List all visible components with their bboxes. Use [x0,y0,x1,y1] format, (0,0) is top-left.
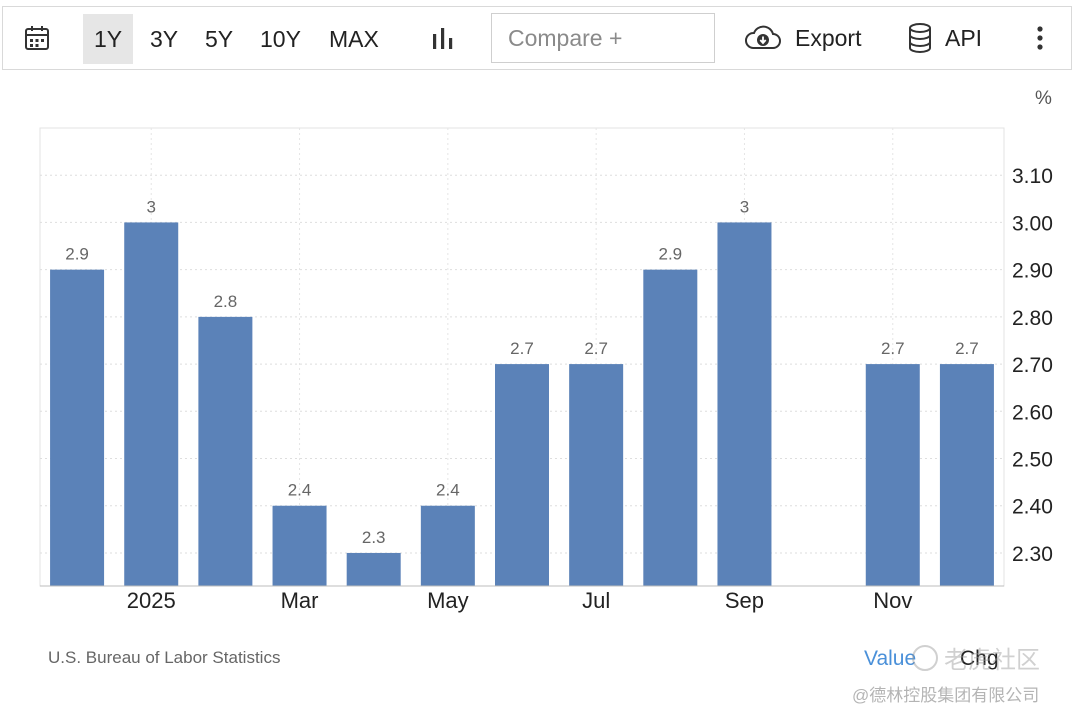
bar [865,364,920,586]
bar [939,364,994,586]
watermark-logo-icon [912,644,938,671]
watermark: 老虎社区 [912,640,1040,675]
bar-value-label: 2.7 [584,339,608,358]
bar-value-label: 2.7 [955,339,979,358]
bar-value-label: 2.8 [214,292,238,311]
bar [717,222,772,586]
watermark-text: 老虎社区 [944,647,1040,674]
bar [50,269,105,586]
x-tick-label: May [427,588,469,613]
api-label: API [945,24,983,51]
y-tick-label: 2.60 [1012,401,1053,424]
y-tick-label: 2.40 [1012,496,1053,519]
compare-input[interactable]: Compare + [491,13,715,63]
chart-toolbar: 1Y 3Y 5Y 10Y MAX Compare + Export API [2,6,1072,70]
y-tick-label: 3.10 [1012,165,1053,188]
legend-chg[interactable]: Chg [960,647,999,670]
x-tick-label: Nov [873,588,912,613]
y-tick-label: 2.80 [1012,307,1053,330]
calendar-icon[interactable] [21,7,53,69]
bar [272,505,327,586]
range-5y-button[interactable]: 5Y [205,25,234,52]
y-tick-label: 2.50 [1012,449,1053,472]
unit-label: % [1035,88,1052,109]
bar-chart-icon[interactable] [428,7,458,69]
database-icon [909,23,931,53]
range-max-button[interactable]: MAX [329,25,379,52]
bar-value-label: 2.4 [436,481,460,500]
bar [569,364,624,586]
bar-value-label: 2.4 [288,481,312,500]
range-10y-button[interactable]: 10Y [260,25,301,52]
y-tick-label: 2.90 [1012,260,1053,283]
y-tick-label: 3.00 [1012,212,1053,235]
export-label: Export [795,24,862,51]
bar [346,552,401,586]
bar [198,316,253,586]
source-label: U.S. Bureau of Labor Statistics [48,648,281,667]
legend-value[interactable]: Value [864,647,917,670]
bar-value-label: 2.3 [362,528,386,547]
cloud-download-icon [745,25,781,49]
bar [495,364,549,586]
bar-value-label: 2.7 [510,339,534,358]
x-tick-label: Sep [725,588,764,613]
bar-value-label: 2.9 [658,245,682,264]
bar-value-label: 3 [740,197,749,216]
bar-value-label: 3 [146,197,155,216]
bar [420,505,475,586]
kebab-menu-icon[interactable] [1029,7,1051,69]
x-tick-label: 2025 [127,588,176,613]
bar-value-label: 2.9 [65,245,89,264]
x-tick-label: Mar [281,588,319,613]
range-3y-button[interactable]: 3Y [150,25,179,52]
y-tick-label: 2.30 [1012,543,1053,566]
range-1y-button[interactable]: 1Y [83,14,134,64]
bar [643,269,698,586]
export-button[interactable]: Export [743,7,861,69]
bar [124,222,179,586]
x-tick-label: Jul [582,588,610,613]
y-tick-label: 2.70 [1012,354,1053,377]
api-button[interactable]: API [907,7,982,69]
watermark-credit: @德林控股集团有限公司 [852,686,1040,705]
bar-value-label: 2.7 [881,339,905,358]
